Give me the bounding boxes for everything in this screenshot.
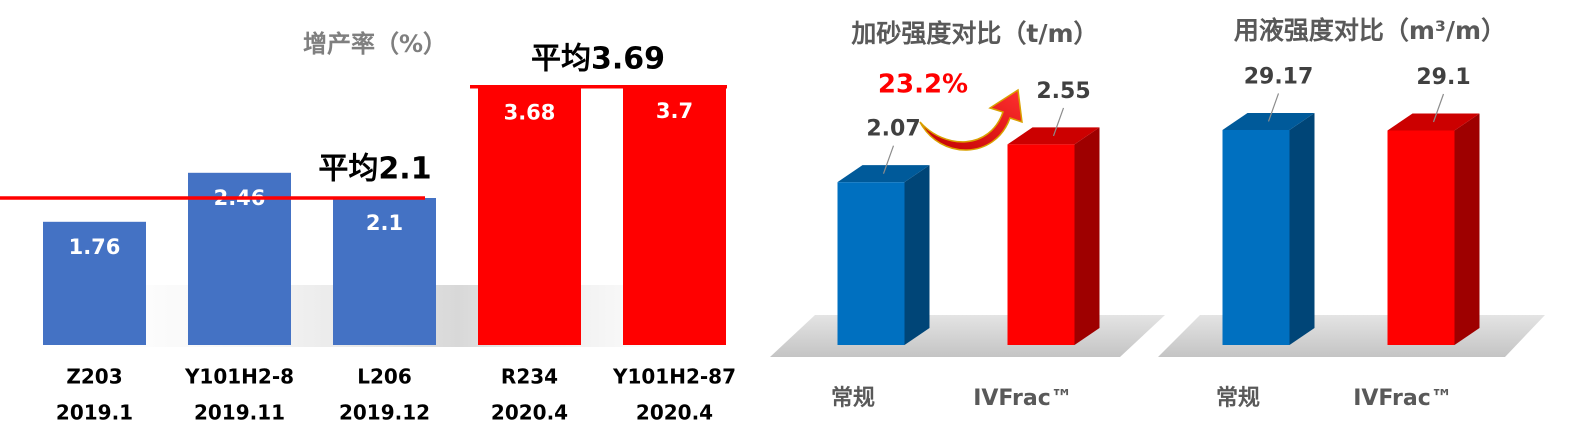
x-tick-label: Y101H2-87 — [612, 365, 736, 389]
x-tick-label: L206 — [357, 365, 412, 389]
value-label: 2.55 — [1036, 79, 1090, 104]
leader-line — [1052, 107, 1065, 137]
bar — [1222, 129, 1290, 345]
x-tick-label: IVFrac™ — [973, 386, 1073, 411]
bar — [478, 87, 581, 346]
bar — [43, 221, 146, 345]
bar-top — [1222, 112, 1315, 130]
floor — [1158, 315, 1545, 357]
bar — [623, 86, 726, 345]
bar-side — [1454, 113, 1480, 346]
value-label: 1.76 — [69, 235, 121, 259]
x-tick-sublabel: 2019.12 — [339, 401, 430, 425]
bar — [1007, 144, 1075, 345]
x-tick-label: 常规 — [1216, 385, 1260, 411]
value-label: 2.1 — [366, 211, 403, 235]
value-label: 3.68 — [504, 100, 556, 124]
chart-title: 用液强度对比（m³/m） — [1234, 16, 1506, 45]
chart-title: 加砂强度对比（t/m） — [850, 19, 1098, 48]
value-label: 29.1 — [1416, 65, 1470, 90]
x-tick-label: IVFrac™ — [1353, 386, 1453, 411]
x-tick-sublabel: 2019.1 — [56, 401, 133, 425]
value-label: 2.07 — [866, 117, 920, 142]
bar — [333, 198, 436, 345]
x-tick-label: 常规 — [831, 385, 875, 411]
average-label: 平均3.69 — [531, 42, 665, 77]
x-tick-sublabel: 2020.4 — [491, 401, 568, 425]
value-label: 3.7 — [656, 99, 693, 123]
x-tick-sublabel: 2020.4 — [636, 401, 713, 425]
bar-side — [1289, 112, 1315, 345]
leader-line — [882, 145, 895, 174]
x-tick-sublabel: 2019.11 — [194, 401, 285, 425]
x-tick-label: Y101H2-8 — [184, 365, 294, 389]
bar — [837, 182, 905, 345]
bar-side — [904, 165, 930, 345]
leader-line — [1432, 93, 1445, 123]
chart-title: 增产率（%） — [303, 30, 447, 58]
x-tick-label: Z203 — [66, 365, 122, 389]
floor — [770, 315, 1165, 357]
x-tick-label: R234 — [501, 365, 558, 389]
bar-side — [1074, 127, 1100, 346]
leader-line — [1267, 93, 1280, 122]
bar — [188, 172, 291, 345]
increase-arrow — [919, 88, 1023, 151]
value-label: 29.17 — [1244, 64, 1314, 89]
bar — [1387, 130, 1455, 345]
average-label: 平均2.1 — [318, 152, 431, 187]
annotation: 23.2% — [878, 70, 968, 100]
